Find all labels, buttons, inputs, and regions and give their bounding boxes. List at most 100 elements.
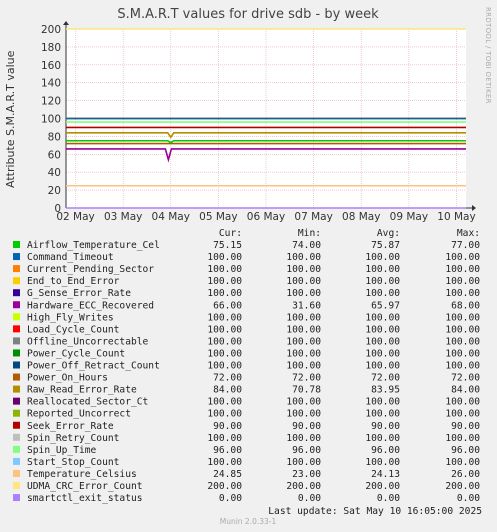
side-label: RRDTOOL / TOBI OETIKER — [484, 7, 492, 104]
legend-series-name: Offline_Uncorrectable — [27, 336, 149, 347]
legend-value: 100.00 — [445, 252, 480, 263]
y-tick-label: 20 — [48, 185, 61, 197]
legend-swatch — [13, 433, 20, 441]
legend-swatch — [13, 301, 20, 309]
legend-series-name: G_Sense_Error_Rate — [27, 288, 131, 299]
legend-value: 96.00 — [213, 445, 242, 456]
legend-value: 100.00 — [286, 324, 321, 335]
legend-value: 100.00 — [207, 361, 242, 372]
legend-value: 84.00 — [213, 385, 242, 396]
legend-value: 100.00 — [207, 348, 242, 359]
legend-value: 100.00 — [445, 348, 480, 359]
legend-series-name: Command_Timeout — [27, 252, 114, 263]
legend-value: 200.00 — [286, 481, 321, 492]
legend-row: Offline_Uncorrectable 100.00 100.00 100.00 1… — [13, 336, 480, 347]
legend-series-name: Hardware_ECC_Recovered — [27, 300, 154, 311]
legend-series-name: Reported_Uncorrect — [27, 409, 131, 420]
legend-series-name: UDMA_CRC_Error_Count — [27, 481, 143, 492]
legend-value: 100.00 — [365, 433, 400, 444]
y-axis-label: Attribute S.M.A.R.T value — [4, 50, 17, 188]
legend-value: 100.00 — [365, 397, 400, 408]
legend-value: 100.00 — [445, 336, 480, 347]
legend-value: 74.00 — [292, 240, 321, 251]
legend-row: Hardware_ECC_Recovered 66.00 31.60 65.97 68.… — [13, 300, 480, 311]
legend-value: 100.00 — [207, 336, 242, 347]
legend-row: Spin_Retry_Count 100.00 100.00 100.00 100.00 — [13, 433, 480, 444]
legend-value: 200.00 — [445, 481, 480, 492]
y-tick-label: 140 — [41, 78, 61, 90]
x-axis-arrow — [472, 205, 476, 211]
legend-swatch — [13, 253, 20, 261]
legend-value: 100.00 — [365, 324, 400, 335]
x-tick-label: 08 May — [342, 211, 380, 223]
legend-value: 84.00 — [451, 385, 480, 396]
legend-value: 100.00 — [207, 276, 242, 287]
legend-value: 100.00 — [365, 336, 400, 347]
legend-swatch — [13, 349, 20, 357]
legend-row: Airflow_Temperature_Cel 75.15 74.00 75.87 77… — [13, 240, 480, 251]
legend-column-header: Min: — [298, 228, 321, 239]
y-tick-label: 40 — [48, 167, 61, 179]
legend-row: Seek_Error_Rate 90.00 90.00 90.00 90.00 — [13, 421, 480, 432]
legend-swatch — [13, 445, 20, 453]
legend-value: 100.00 — [286, 409, 321, 420]
x-tick-label: 02 May — [56, 211, 94, 223]
legend-column-header: Cur: — [219, 228, 242, 239]
legend-value: 100.00 — [445, 288, 480, 299]
legend-value: 100.00 — [365, 264, 400, 275]
legend-value: 90.00 — [451, 421, 480, 432]
legend-series-name: High_Fly_Writes — [27, 312, 114, 323]
legend-value: 66.00 — [213, 300, 242, 311]
series-line-hardware-ecc-recovered — [66, 148, 466, 163]
legend-swatch — [13, 337, 20, 345]
legend-row: Start_Stop_Count 100.00 100.00 100.00 100.00 — [13, 457, 480, 468]
legend-value: 75.15 — [213, 240, 242, 251]
legend-value: 100.00 — [365, 348, 400, 359]
legend-value: 100.00 — [286, 361, 321, 372]
legend-value: 0.00 — [457, 493, 480, 504]
legend-value: 100.00 — [365, 252, 400, 263]
legend-swatch — [13, 241, 20, 248]
legend-series-name: Power_Off_Retract_Count — [27, 361, 160, 372]
legend-row: Current_Pending_Sector 100.00 100.00 100.00… — [13, 264, 480, 275]
legend-value: 100.00 — [365, 409, 400, 420]
legend-value: 100.00 — [365, 276, 400, 287]
y-tick-label: 160 — [41, 60, 61, 72]
legend-value: 90.00 — [292, 421, 321, 432]
y-tick-label: 200 — [41, 24, 61, 36]
legend-value: 96.00 — [451, 445, 480, 456]
legend-value: 100.00 — [286, 433, 321, 444]
legend-value: 100.00 — [286, 264, 321, 275]
x-tick-label: 07 May — [294, 211, 332, 223]
legend-row: Temperature_Celsius 24.85 23.00 24.13 26.00 — [13, 469, 480, 480]
footer: Munin 2.0.33-1 — [220, 517, 277, 526]
y-tick-label: 100 — [41, 114, 61, 126]
legend-series-name: Seek_Error_Rate — [27, 421, 114, 432]
legend-value: 26.00 — [451, 469, 480, 480]
legend-value: 100.00 — [365, 457, 400, 468]
legend-value: 24.85 — [213, 469, 242, 480]
legend-series-name: Power_On_Hours — [27, 373, 108, 384]
legend-value: 70.78 — [292, 385, 321, 396]
legend-value: 100.00 — [207, 409, 242, 420]
legend-value: 200.00 — [365, 481, 400, 492]
legend-swatch — [13, 469, 20, 477]
legend-value: 100.00 — [207, 312, 242, 323]
legend-swatch — [13, 409, 20, 417]
legend-row: UDMA_CRC_Error_Count 200.00 200.00 200.00 20… — [13, 481, 480, 492]
legend-value: 72.00 — [371, 373, 400, 384]
legend-series-name: Spin_Retry_Count — [27, 433, 119, 444]
legend-value: 100.00 — [445, 264, 480, 275]
legend-column-header: Avg: — [377, 228, 400, 239]
legend-value: 83.95 — [371, 385, 400, 396]
legend-value: 100.00 — [365, 361, 400, 372]
legend-value: 31.60 — [292, 300, 321, 311]
last-update: Last update: Sat May 10 16:05:00 2025 — [268, 506, 482, 517]
legend-row: Command_Timeout 100.00 100.00 100.00 100.00 — [13, 252, 480, 263]
legend-value: 100.00 — [207, 264, 242, 275]
legend-value: 200.00 — [207, 481, 242, 492]
legend-value: 100.00 — [286, 457, 321, 468]
legend-value: 100.00 — [207, 457, 242, 468]
legend-swatch — [13, 289, 20, 297]
legend-value: 100.00 — [207, 324, 242, 335]
